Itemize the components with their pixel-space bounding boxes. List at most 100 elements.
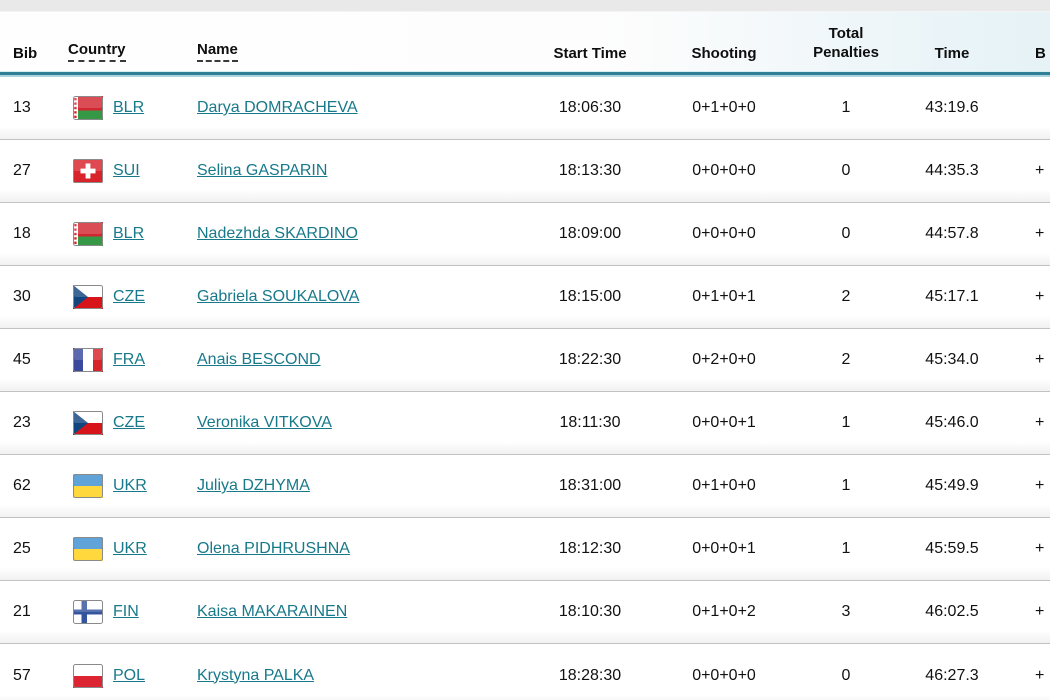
start-time-value: 18:12:30 <box>558 540 622 557</box>
bib-number: 27 <box>13 162 31 179</box>
athlete-name-cell: Olena PIDHRUSHNA <box>197 540 540 558</box>
time-value: 43:19.6 <box>925 99 979 116</box>
total-penalties-value: 1 <box>841 477 851 494</box>
shooting-value: 0+1+0+0 <box>692 99 756 116</box>
column-header-behind-label: B <box>1035 45 1046 62</box>
shooting-value: 0+1+0+1 <box>692 288 756 305</box>
total-penalties-value: 1 <box>841 414 851 431</box>
start-time-value: 18:13:30 <box>558 162 622 179</box>
athlete-name-cell: Gabriela SOUKALOVA <box>197 288 540 306</box>
shooting-value: 0+0+0+0 <box>692 225 756 242</box>
behind-value: + <box>1035 414 1045 431</box>
athlete-name-link[interactable]: Juliya DZHYMA <box>197 477 310 494</box>
result-row: 21 FIN Kaisa MAKARAINEN 18:10:30 0+1+0+2… <box>0 581 1050 644</box>
column-header-time-label: Time <box>934 45 970 62</box>
country-code-link[interactable]: FRA <box>113 351 145 368</box>
country-cell: CZE <box>68 411 197 435</box>
flag-sui-icon <box>73 159 103 183</box>
total-penalties-value: 3 <box>841 603 851 620</box>
behind-value: + <box>1035 603 1045 620</box>
country-code-link[interactable]: UKR <box>113 477 147 494</box>
shooting-value: 0+0+0+0 <box>692 162 756 179</box>
shooting-value: 0+2+0+0 <box>692 351 756 368</box>
flag-pol-icon <box>73 663 103 688</box>
result-row: 27 SUI Selina GASPARIN 18:13:30 0+0+0+0 … <box>0 140 1050 203</box>
athlete-name-cell: Anais BESCOND <box>197 351 540 369</box>
result-row: 25 UKR Olena PIDHRUSHNA 18:12:30 0+0+0+1… <box>0 518 1050 581</box>
start-time-value: 18:31:00 <box>558 477 622 494</box>
athlete-name-link[interactable]: Darya DOMRACHEVA <box>197 99 358 116</box>
column-header-total-penalties-line2: Penalties <box>813 44 879 61</box>
athlete-name-link[interactable]: Selina GASPARIN <box>197 162 328 179</box>
time-value: 45:59.5 <box>925 540 979 557</box>
start-time-value: 18:10:30 <box>558 603 622 620</box>
column-header-start-time-label: Start Time <box>553 45 627 62</box>
country-code-link[interactable]: POL <box>113 666 146 684</box>
column-header-total-penalties: Total Penalties <box>808 24 884 62</box>
total-penalties-value: 0 <box>841 225 851 242</box>
athlete-name-link[interactable]: Anais BESCOND <box>197 351 321 368</box>
country-cell: FRA <box>68 348 197 372</box>
flag-ukr-icon <box>73 537 103 561</box>
column-header-bib: Bib <box>0 45 68 62</box>
start-time-value: 18:28:30 <box>558 666 622 684</box>
column-header-name-label[interactable]: Name <box>197 41 238 62</box>
athlete-name-cell: Selina GASPARIN <box>197 162 540 180</box>
country-cell: UKR <box>68 537 197 561</box>
behind-value: + <box>1035 477 1045 494</box>
start-time-value: 18:11:30 <box>559 414 621 431</box>
column-header-total-penalties-line1: Total <box>828 25 864 42</box>
time-value: 46:02.5 <box>925 603 979 620</box>
bib-number: 45 <box>13 351 31 368</box>
column-header-start-time: Start Time <box>540 45 640 62</box>
athlete-name-link[interactable]: Kaisa MAKARAINEN <box>197 603 348 620</box>
flag-cze-icon <box>73 411 103 435</box>
behind-value: + <box>1035 225 1045 242</box>
country-code-link[interactable]: BLR <box>113 99 145 116</box>
result-row: 57 POL Krystyna PALKA 18:28:30 0+0+0+0 0… <box>0 644 1050 700</box>
athlete-name-cell: Nadezhda SKARDINO <box>197 225 540 243</box>
country-code-link[interactable]: SUI <box>113 162 140 179</box>
time-value: 44:35.3 <box>925 162 979 179</box>
behind-value: + <box>1035 162 1045 179</box>
athlete-name-cell: Juliya DZHYMA <box>197 477 540 495</box>
country-cell: FIN <box>68 600 197 624</box>
bib-number: 23 <box>13 414 31 431</box>
result-row: 30 CZE Gabriela SOUKALOVA 18:15:00 0+1+0… <box>0 266 1050 329</box>
country-code-link[interactable]: CZE <box>113 288 145 305</box>
time-value: 45:17.1 <box>925 288 979 305</box>
shooting-value: 0+1+0+0 <box>692 477 756 494</box>
shooting-value: 0+0+0+1 <box>692 540 756 557</box>
total-penalties-value: 0 <box>841 666 851 684</box>
column-header-behind: B <box>1020 45 1050 62</box>
athlete-name-cell: Krystyna PALKA <box>197 667 540 685</box>
country-cell: SUI <box>68 159 197 183</box>
athlete-name-link[interactable]: Nadezhda SKARDINO <box>197 225 358 242</box>
athlete-name-link[interactable]: Gabriela SOUKALOVA <box>197 288 360 305</box>
athlete-name-link[interactable]: Veronika VITKOVA <box>197 414 332 431</box>
column-header-time: Time <box>884 45 1020 62</box>
column-header-country[interactable]: Country <box>68 41 197 62</box>
athlete-name-link[interactable]: Krystyna PALKA <box>197 666 315 684</box>
result-row: 23 CZE Veronika VITKOVA 18:11:30 0+0+0+1… <box>0 392 1050 455</box>
athlete-name-cell: Kaisa MAKARAINEN <box>197 603 540 621</box>
total-penalties-value: 0 <box>841 162 851 179</box>
column-header-country-label[interactable]: Country <box>68 41 126 62</box>
shooting-value: 0+0+0+0 <box>692 666 756 684</box>
athlete-name-link[interactable]: Olena PIDHRUSHNA <box>197 540 350 557</box>
flag-fin-icon <box>73 600 103 624</box>
country-code-link[interactable]: FIN <box>113 603 139 620</box>
column-header-name[interactable]: Name <box>197 41 540 62</box>
country-code-link[interactable]: UKR <box>113 540 147 557</box>
behind-value: + <box>1035 351 1045 368</box>
behind-value: + <box>1035 540 1045 557</box>
bib-number: 13 <box>13 99 31 116</box>
header-accent-divider <box>0 71 1050 77</box>
country-code-link[interactable]: BLR <box>113 225 145 242</box>
athlete-name-cell: Veronika VITKOVA <box>197 414 540 432</box>
flag-blr-icon <box>73 96 103 120</box>
country-cell: POL <box>68 663 197 688</box>
country-code-link[interactable]: CZE <box>113 414 145 431</box>
bib-number: 57 <box>13 666 31 684</box>
column-header-shooting: Shooting <box>640 45 808 62</box>
